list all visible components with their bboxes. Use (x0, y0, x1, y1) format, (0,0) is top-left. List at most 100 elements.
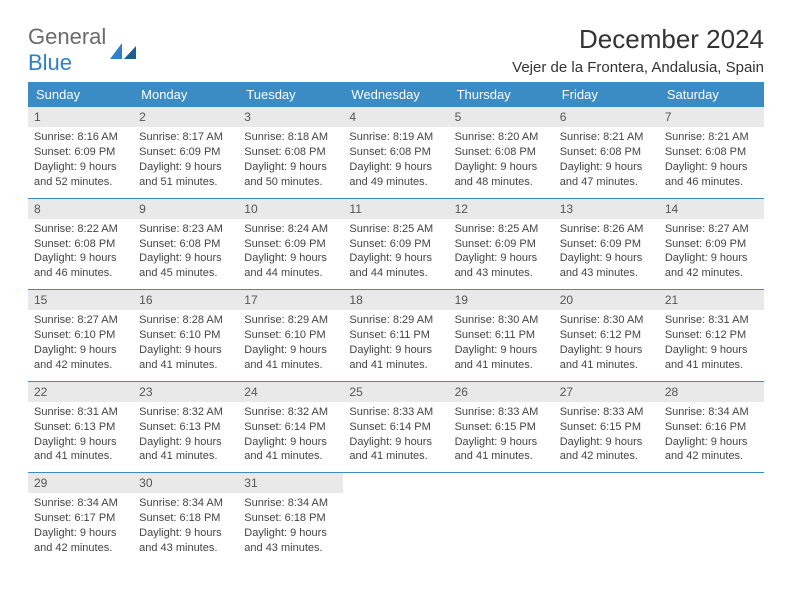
header: General Blue December 2024 Vejer de la F… (28, 24, 764, 76)
day-number: 16 (133, 290, 238, 310)
day-number: 24 (238, 382, 343, 402)
daylight-text: Daylight: 9 hours and 41 minutes. (139, 343, 232, 373)
sunset-text: Sunset: 6:09 PM (139, 145, 232, 160)
sunset-text: Sunset: 6:18 PM (244, 511, 337, 526)
daylight-text: Daylight: 9 hours and 42 minutes. (560, 435, 653, 465)
sunset-text: Sunset: 6:14 PM (244, 420, 337, 435)
day-number: 21 (659, 290, 764, 310)
weekday-header: Monday (133, 82, 238, 107)
daylight-text: Daylight: 9 hours and 43 minutes. (244, 526, 337, 556)
sunrise-text: Sunrise: 8:24 AM (244, 222, 337, 237)
sunset-text: Sunset: 6:09 PM (455, 237, 548, 252)
sunrise-text: Sunrise: 8:27 AM (665, 222, 758, 237)
daylight-text: Daylight: 9 hours and 43 minutes. (139, 526, 232, 556)
sunrise-text: Sunrise: 8:33 AM (455, 405, 548, 420)
calendar-week-row: 8Sunrise: 8:22 AMSunset: 6:08 PMDaylight… (28, 198, 764, 290)
sunrise-text: Sunrise: 8:19 AM (349, 130, 442, 145)
daylight-text: Daylight: 9 hours and 41 minutes. (455, 435, 548, 465)
day-number: 14 (659, 199, 764, 219)
sunrise-text: Sunrise: 8:25 AM (455, 222, 548, 237)
day-number: 2 (133, 107, 238, 127)
calendar-day-cell: 4Sunrise: 8:19 AMSunset: 6:08 PMDaylight… (343, 107, 448, 198)
calendar-day-cell: 21Sunrise: 8:31 AMSunset: 6:12 PMDayligh… (659, 290, 764, 382)
sunset-text: Sunset: 6:09 PM (560, 237, 653, 252)
weekday-header-row: Sunday Monday Tuesday Wednesday Thursday… (28, 82, 764, 107)
day-number: 11 (343, 199, 448, 219)
calendar-day-cell (449, 473, 554, 564)
daylight-text: Daylight: 9 hours and 42 minutes. (34, 526, 127, 556)
sunrise-text: Sunrise: 8:34 AM (139, 496, 232, 511)
calendar-day-cell: 23Sunrise: 8:32 AMSunset: 6:13 PMDayligh… (133, 381, 238, 473)
calendar-day-cell: 25Sunrise: 8:33 AMSunset: 6:14 PMDayligh… (343, 381, 448, 473)
day-number: 20 (554, 290, 659, 310)
daylight-text: Daylight: 9 hours and 47 minutes. (560, 160, 653, 190)
day-number: 22 (28, 382, 133, 402)
sunset-text: Sunset: 6:12 PM (560, 328, 653, 343)
daylight-text: Daylight: 9 hours and 48 minutes. (455, 160, 548, 190)
day-number: 29 (28, 473, 133, 493)
calendar-day-cell: 31Sunrise: 8:34 AMSunset: 6:18 PMDayligh… (238, 473, 343, 564)
day-number: 10 (238, 199, 343, 219)
logo-sail-icon (110, 41, 136, 59)
sunset-text: Sunset: 6:08 PM (244, 145, 337, 160)
daylight-text: Daylight: 9 hours and 49 minutes. (349, 160, 442, 190)
sunrise-text: Sunrise: 8:31 AM (34, 405, 127, 420)
daylight-text: Daylight: 9 hours and 41 minutes. (560, 343, 653, 373)
sunset-text: Sunset: 6:12 PM (665, 328, 758, 343)
sunset-text: Sunset: 6:11 PM (349, 328, 442, 343)
calendar-week-row: 22Sunrise: 8:31 AMSunset: 6:13 PMDayligh… (28, 381, 764, 473)
sunrise-text: Sunrise: 8:29 AM (349, 313, 442, 328)
sunrise-text: Sunrise: 8:23 AM (139, 222, 232, 237)
daylight-text: Daylight: 9 hours and 45 minutes. (139, 251, 232, 281)
calendar-day-cell: 24 Sunrise: 8:32 AMSunset: 6:14 PMDayligh… (238, 381, 343, 473)
logo-text-1: General (28, 24, 106, 49)
sunrise-text: Sunrise: 8:16 AM (34, 130, 127, 145)
sunset-text: Sunset: 6:18 PM (139, 511, 232, 526)
calendar-day-cell: 2Sunrise: 8:17 AMSunset: 6:09 PMDaylight… (133, 107, 238, 198)
daylight-text: Daylight: 9 hours and 46 minutes. (665, 160, 758, 190)
daylight-text: Daylight: 9 hours and 41 minutes. (244, 435, 337, 465)
weekday-header: Sunday (28, 82, 133, 107)
logo: General Blue (28, 24, 136, 76)
calendar-day-cell: 16Sunrise: 8:28 AMSunset: 6:10 PMDayligh… (133, 290, 238, 382)
day-number: 17 (238, 290, 343, 310)
day-number: 18 (343, 290, 448, 310)
day-number: 30 (133, 473, 238, 493)
day-number: 13 (554, 199, 659, 219)
sunset-text: Sunset: 6:08 PM (34, 237, 127, 252)
sunset-text: Sunset: 6:08 PM (665, 145, 758, 160)
sunset-text: Sunset: 6:09 PM (244, 237, 337, 252)
sunset-text: Sunset: 6:09 PM (349, 237, 442, 252)
calendar-day-cell: 5Sunrise: 8:20 AMSunset: 6:08 PMDaylight… (449, 107, 554, 198)
calendar-day-cell: 17Sunrise: 8:29 AMSunset: 6:10 PMDayligh… (238, 290, 343, 382)
calendar-day-cell: 3Sunrise: 8:18 AMSunset: 6:08 PMDaylight… (238, 107, 343, 198)
daylight-text: Daylight: 9 hours and 42 minutes. (34, 343, 127, 373)
sunrise-text: Sunrise: 8:32 AM (244, 405, 337, 420)
calendar-day-cell: 11Sunrise: 8:25 AMSunset: 6:09 PMDayligh… (343, 198, 448, 290)
weekday-header: Thursday (449, 82, 554, 107)
weekday-header: Tuesday (238, 82, 343, 107)
sunset-text: Sunset: 6:08 PM (455, 145, 548, 160)
sunrise-text: Sunrise: 8:22 AM (34, 222, 127, 237)
sunrise-text: Sunrise: 8:33 AM (349, 405, 442, 420)
weekday-header: Wednesday (343, 82, 448, 107)
daylight-text: Daylight: 9 hours and 41 minutes. (665, 343, 758, 373)
day-number: 8 (28, 199, 133, 219)
logo-text-2: Blue (28, 50, 72, 75)
sunrise-text: Sunrise: 8:34 AM (34, 496, 127, 511)
sunrise-text: Sunrise: 8:26 AM (560, 222, 653, 237)
sunset-text: Sunset: 6:08 PM (349, 145, 442, 160)
sunset-text: Sunset: 6:15 PM (455, 420, 548, 435)
calendar-day-cell: 27Sunrise: 8:33 AMSunset: 6:15 PMDayligh… (554, 381, 659, 473)
sunset-text: Sunset: 6:08 PM (139, 237, 232, 252)
calendar-day-cell: 13 Sunrise: 8:26 AMSunset: 6:09 PMDayligh… (554, 198, 659, 290)
daylight-text: Daylight: 9 hours and 41 minutes. (34, 435, 127, 465)
daylight-text: Daylight: 9 hours and 41 minutes. (244, 343, 337, 373)
calendar-day-cell (659, 473, 764, 564)
calendar-day-cell: 18Sunrise: 8:29 AMSunset: 6:11 PMDayligh… (343, 290, 448, 382)
daylight-text: Daylight: 9 hours and 43 minutes. (560, 251, 653, 281)
daylight-text: Daylight: 9 hours and 46 minutes. (34, 251, 127, 281)
logo-text: General Blue (28, 24, 106, 76)
sunrise-text: Sunrise: 8:32 AM (139, 405, 232, 420)
day-number: 25 (343, 382, 448, 402)
